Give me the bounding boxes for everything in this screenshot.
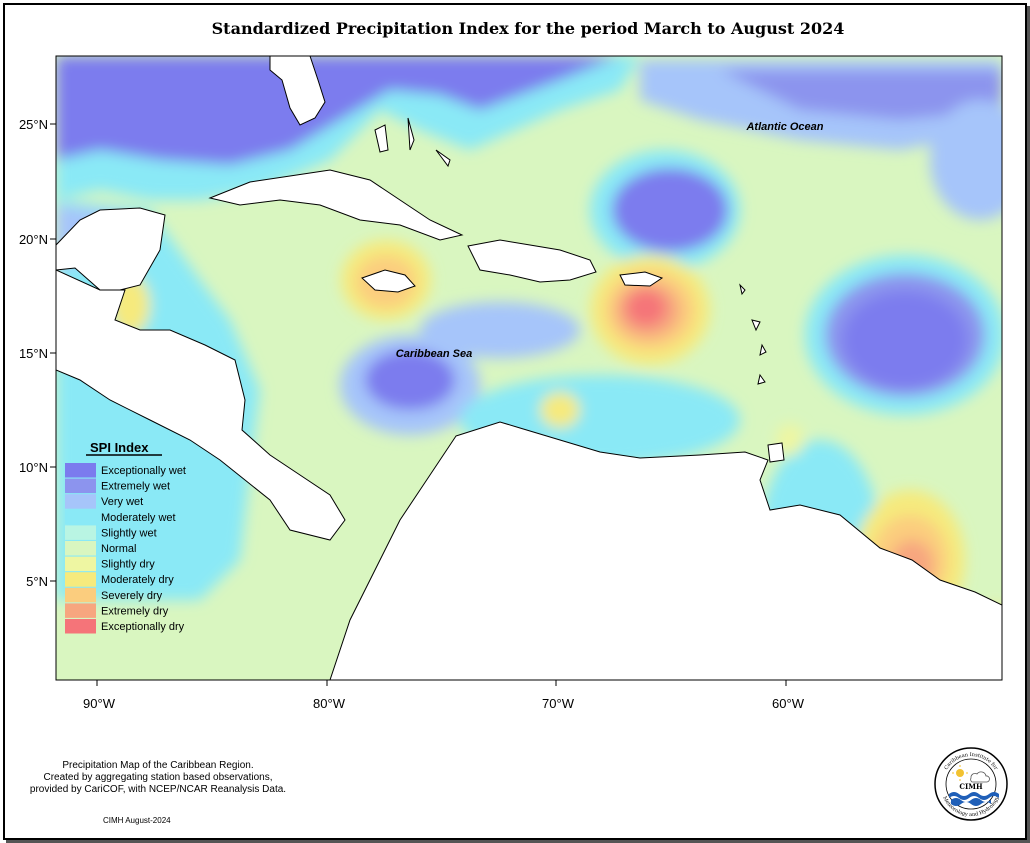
legend-swatch xyxy=(65,463,96,478)
map-footnote: Precipitation Map of the Caribbean Regio… xyxy=(8,760,308,796)
central-america xyxy=(56,269,346,541)
cuba xyxy=(208,169,464,241)
lesser-antilles xyxy=(739,283,767,385)
legend-swatch xyxy=(65,619,96,634)
florida xyxy=(269,56,326,126)
y-tick-10n: 10°N xyxy=(19,460,48,475)
bahamas xyxy=(374,117,451,168)
y-tick-20n: 20°N xyxy=(19,232,48,247)
landmasses xyxy=(56,56,1002,680)
legend-label: Exceptionally dry xyxy=(101,621,185,633)
footnote-line-3: provided by CariCOF, with NCEP/NCAR Rean… xyxy=(29,784,287,795)
legend-label: Normal xyxy=(101,543,136,555)
map-title: Standardized Precipitation Index for the… xyxy=(211,19,845,38)
legend-label: Moderately wet xyxy=(101,512,176,524)
legend-title: SPI Index xyxy=(90,440,149,455)
hispaniola xyxy=(467,239,597,283)
cloud-icon xyxy=(970,771,990,783)
legend-label: Extremely wet xyxy=(101,481,170,493)
waves-icon xyxy=(949,792,999,806)
legend-label: Extremely dry xyxy=(101,605,169,617)
legend-label: Slightly wet xyxy=(101,527,157,539)
jamaica xyxy=(361,269,416,293)
legend-swatch xyxy=(65,556,96,572)
y-tick-15n: 15°N xyxy=(19,346,48,361)
legend-swatch xyxy=(65,572,96,587)
logo-acronym: CIMH xyxy=(959,782,983,791)
x-tick-80w: 80°W xyxy=(313,696,346,711)
legend-label: Slightly dry xyxy=(101,559,155,571)
atlantic-ocean-label: Atlantic Ocean xyxy=(745,121,823,133)
y-tick-5n: 5°N xyxy=(26,574,48,589)
plot-border xyxy=(55,55,1003,681)
legend-swatch xyxy=(65,603,96,618)
caribbean-sea-label: Caribbean Sea xyxy=(396,348,472,360)
x-tick-70w: 70°W xyxy=(542,696,575,711)
legend-swatch xyxy=(65,587,96,603)
x-tick-60w: 60°W xyxy=(772,696,805,711)
legend-label: Severely dry xyxy=(101,590,163,602)
x-axis: 90°W 80°W 70°W 60°W xyxy=(83,680,805,711)
puerto-rico xyxy=(619,271,664,287)
footnote-line-1: Precipitation Map of the Caribbean Regio… xyxy=(62,760,254,771)
legend-swatch xyxy=(65,525,96,540)
legend-swatch xyxy=(65,478,96,494)
yucatan xyxy=(56,207,166,291)
legend-label: Very wet xyxy=(101,496,143,508)
y-tick-25n: 25°N xyxy=(19,117,48,132)
cimh-logo: Caribbean Institute for Meteorology and … xyxy=(934,747,1008,821)
south-america xyxy=(329,421,1002,680)
trinidad xyxy=(767,442,785,463)
credit-text: CIMH August-2024 xyxy=(103,816,171,825)
x-tick-90w: 90°W xyxy=(83,696,116,711)
y-axis: 25°N 20°N 15°N 10°N 5°N xyxy=(19,117,56,589)
legend-swatch xyxy=(65,509,96,525)
legend-swatch xyxy=(65,541,96,556)
footnote-line-2: Created by aggregating station based obs… xyxy=(43,772,273,783)
legend-label: Moderately dry xyxy=(101,574,174,586)
legend-label: Exceptionally wet xyxy=(101,465,186,477)
sun-icon xyxy=(952,765,968,781)
legend-swatch xyxy=(65,494,96,509)
spi-legend: SPI Index Exceptionally wet Extremely wet… xyxy=(65,440,186,634)
